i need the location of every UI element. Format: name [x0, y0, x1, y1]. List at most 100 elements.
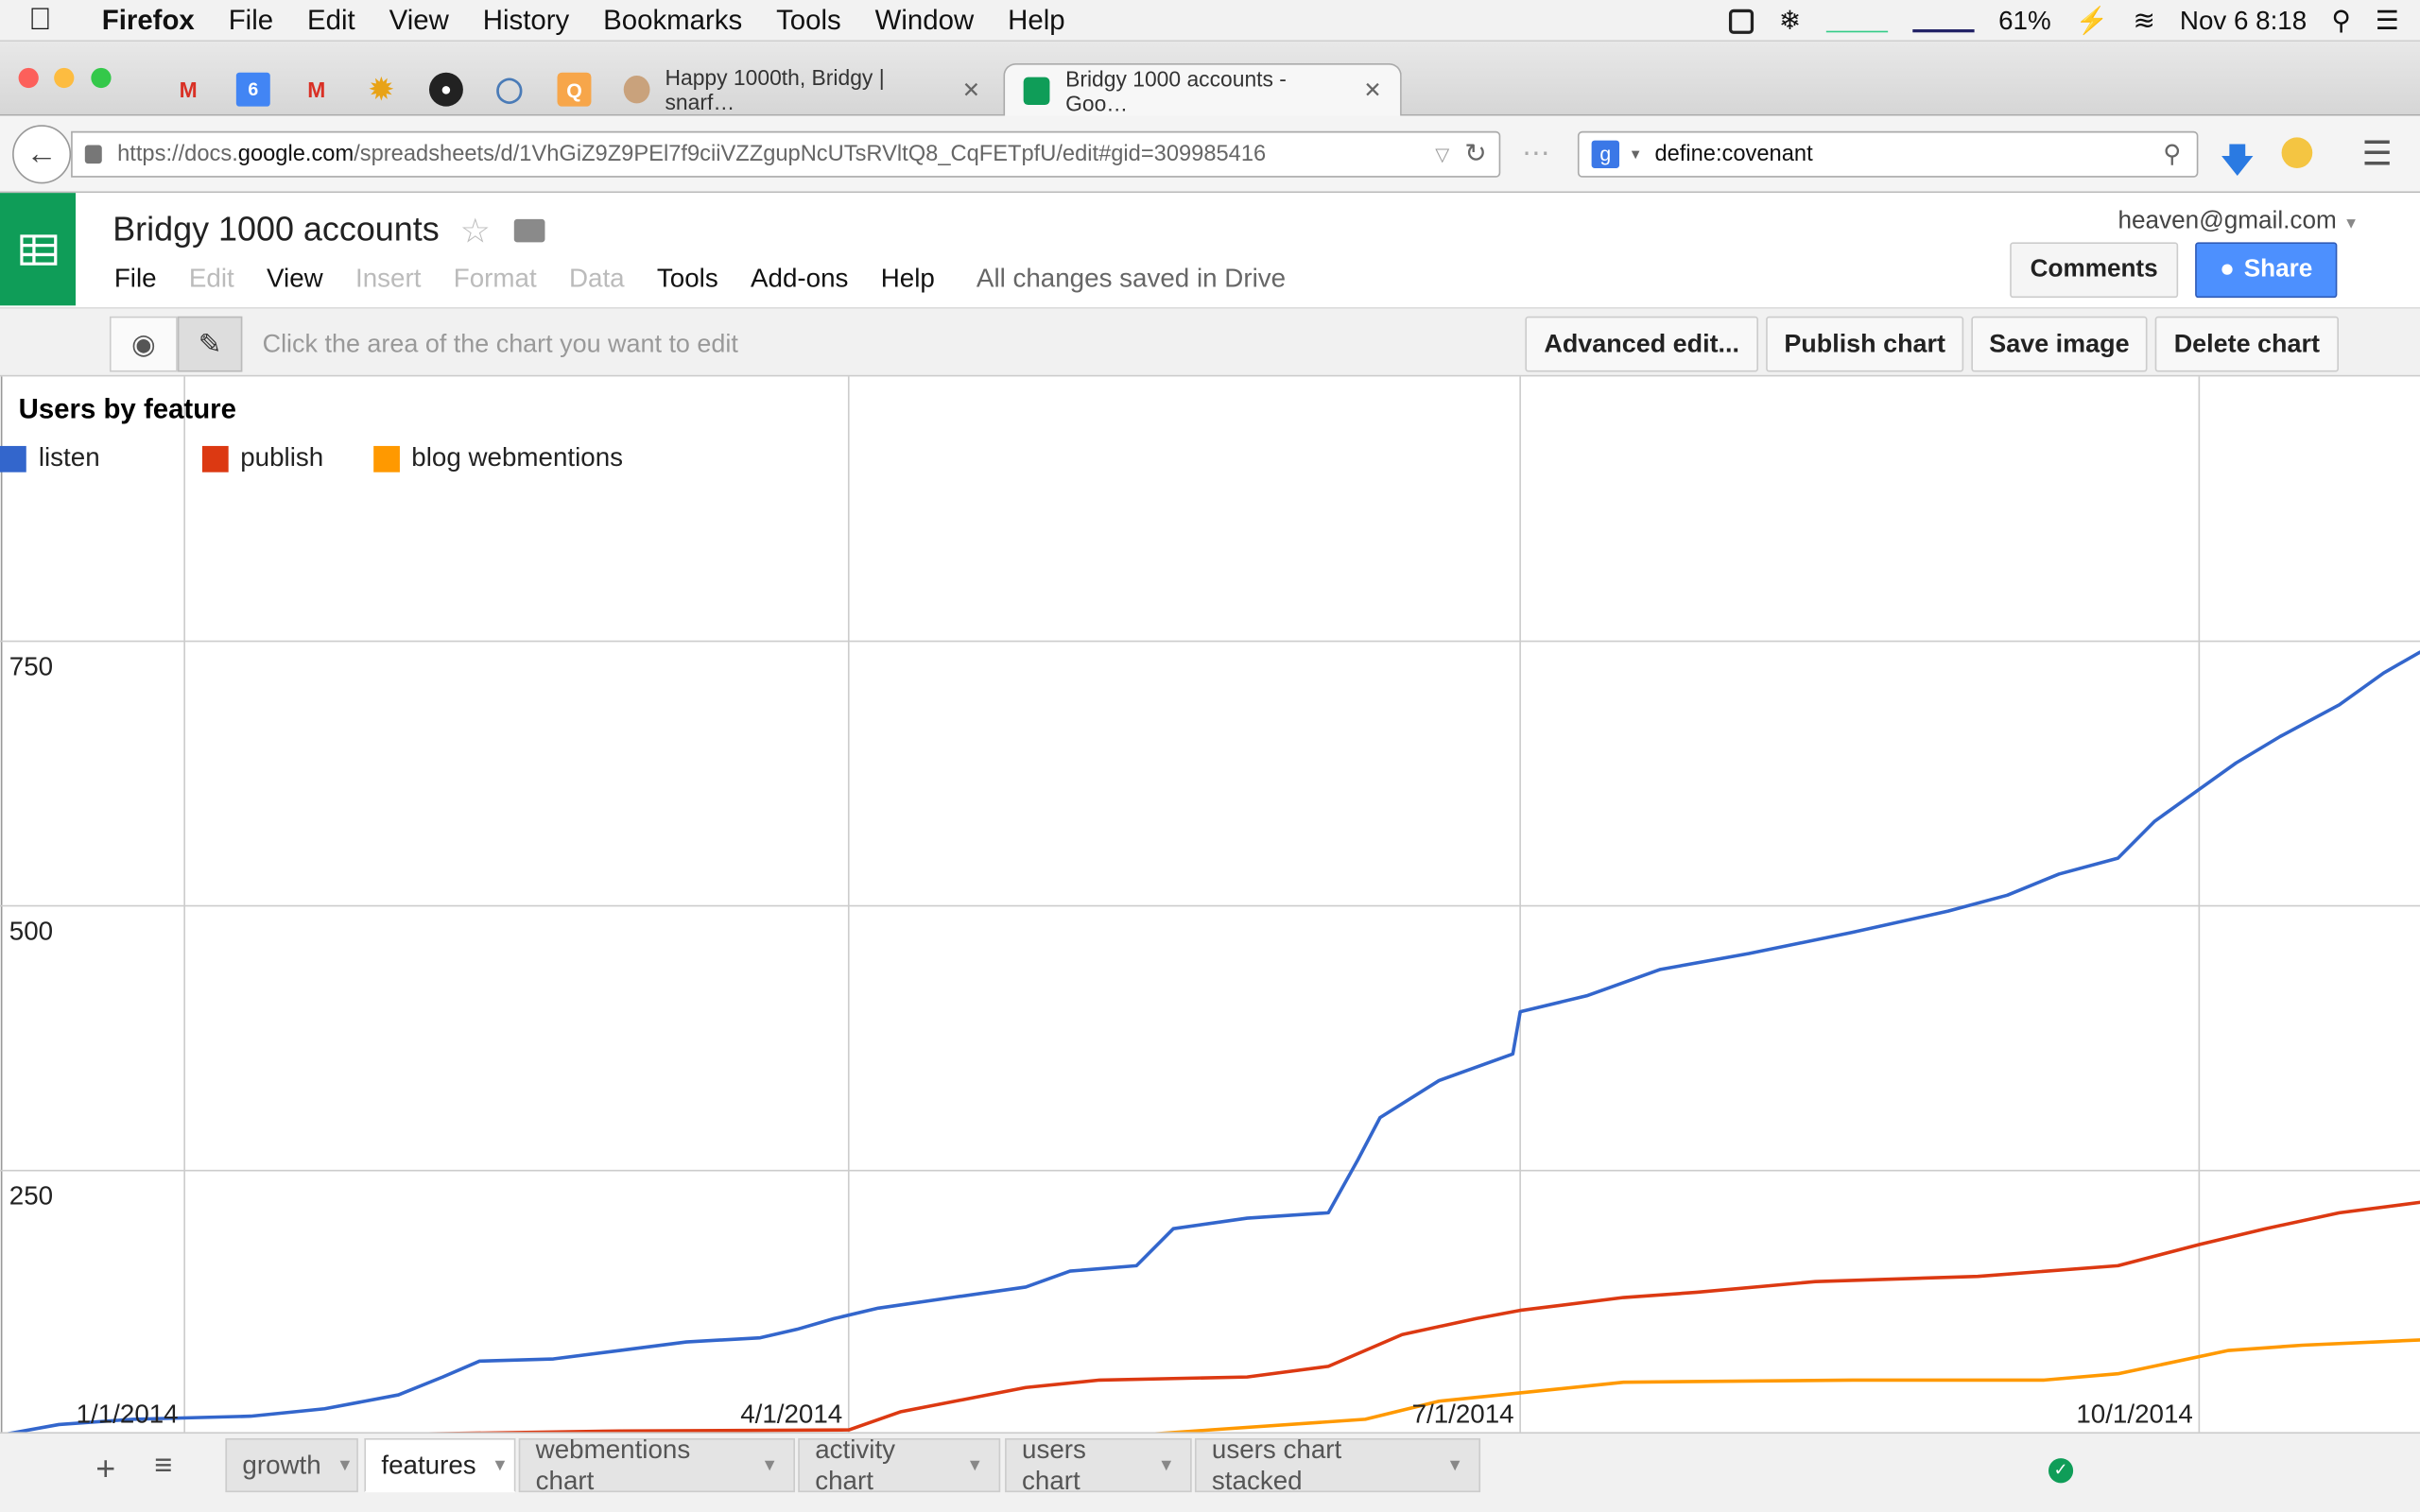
folder-icon[interactable] [513, 218, 545, 243]
search-bar[interactable]: g ▼ define:covenant ⚲ [1577, 130, 2199, 178]
series-line-blog-webmentions[interactable] [0, 1338, 2420, 1437]
share-button[interactable]: ● Share [2195, 242, 2338, 299]
close-window-icon[interactable] [18, 67, 39, 89]
dropdown-arrow-icon[interactable]: ▽ [1435, 143, 1450, 165]
sheet-tab-users-chart-stacked[interactable]: users chart stacked ▼ [1194, 1435, 1481, 1495]
legend-swatch [372, 445, 400, 472]
delete-chart-button[interactable]: Delete chart [2154, 316, 2339, 372]
tab-happy-1000th[interactable]: Happy 1000th, Bridgy | snarf… ✕ [605, 63, 998, 116]
doc-menu-addons[interactable]: Add-ons [751, 264, 849, 294]
close-tab-icon[interactable]: ✕ [1363, 77, 1382, 102]
os-menu-bar:  Firefox File Edit View History Bookmar… [0, 0, 2420, 43]
hamburger-menu-icon[interactable]: ☰ [2361, 134, 2393, 173]
advanced-edit-button[interactable]: Advanced edit... [1525, 316, 1758, 372]
minimize-window-icon[interactable] [54, 67, 75, 89]
doc-menu-file[interactable]: File [113, 264, 157, 294]
app-menu[interactable]: Firefox [101, 4, 195, 35]
network-graph-icon[interactable] [1825, 10, 1888, 32]
cpu-graph-icon[interactable] [1911, 10, 1974, 32]
sheet-tab-growth[interactable]: growth ▼ [225, 1437, 358, 1493]
chevron-down-icon[interactable]: ▼ [761, 1455, 779, 1475]
smiley-addon-icon[interactable] [2281, 137, 2313, 168]
notification-center-icon[interactable]: ☰ [2375, 5, 2399, 35]
browser-nav-bar: ← https://docs. google.com/spreadsheets/d… [0, 115, 2420, 194]
all-sheets-list-icon[interactable]: ≡ [154, 1449, 173, 1484]
line-chart[interactable]: 250 500 750 1/1/2014 4/1/2014 7/1/2014 10/1/20… [0, 376, 2420, 1437]
download-icon[interactable]: 🡇 [2220, 140, 2256, 180]
chevron-down-icon[interactable]: ▼ [1157, 1455, 1175, 1475]
doc-menu-view[interactable]: View [267, 264, 323, 294]
comments-button[interactable]: Comments [2010, 242, 2179, 299]
calendar-pinned-tab-icon[interactable]: 6 [235, 72, 270, 107]
reload-icon[interactable]: ↻ [1464, 138, 1487, 168]
document-title[interactable]: Bridgy 1000 accounts [112, 210, 440, 249]
legend-item-publish[interactable]: publish [201, 443, 323, 474]
back-button[interactable]: ← [12, 125, 72, 184]
menu-view[interactable]: View [389, 4, 449, 35]
chevron-down-icon[interactable]: ▼ [966, 1455, 984, 1475]
lock-icon [84, 145, 102, 164]
search-value[interactable]: define:covenant [1654, 142, 1813, 167]
bicycle-pinned-tab-icon[interactable]: ◯ [495, 77, 524, 104]
account-switcher[interactable]: heaven@gmail.com ▼ [2118, 208, 2359, 235]
add-sheet-button[interactable]: + [95, 1449, 116, 1488]
gmail-pinned-tab-icon[interactable]: M [179, 77, 198, 102]
x-tick-label: 10/1/2014 [2076, 1400, 2192, 1429]
menu-file[interactable]: File [228, 4, 274, 35]
legend-item-listen[interactable]: listen [0, 443, 100, 474]
legend-item-blog-webmentions[interactable]: blog webmentions [372, 443, 623, 474]
star-icon[interactable]: ☆ [459, 211, 491, 250]
zoom-window-icon[interactable] [91, 67, 112, 89]
doc-menu-help[interactable]: Help [880, 264, 935, 294]
sheet-tab-label: webmentions chart [535, 1434, 691, 1495]
x-tick-label: 7/1/2014 [1412, 1400, 1514, 1429]
menu-history[interactable]: History [482, 4, 570, 35]
chevron-down-icon[interactable]: ▼ [1446, 1455, 1464, 1475]
chart-area[interactable]: 250 500 750 1/1/2014 4/1/2014 7/1/2014 10/1/20… [0, 376, 2420, 1437]
spotlight-icon[interactable]: ⚲ [2331, 5, 2351, 35]
tab-bridgy-sheet[interactable]: Bridgy 1000 accounts - Goo… ✕ [1003, 62, 1402, 116]
account-email: heaven@gmail.com [2118, 208, 2337, 235]
menu-bookmarks[interactable]: Bookmarks [603, 4, 743, 35]
google-search-engine-icon[interactable]: g [1591, 140, 1620, 168]
menu-tools[interactable]: Tools [776, 4, 841, 35]
chart-title[interactable]: Users by feature [18, 393, 236, 425]
series-line-listen[interactable] [0, 650, 2420, 1437]
github-pinned-tab-icon[interactable]: ● [428, 72, 463, 107]
doc-menu-tools[interactable]: Tools [656, 264, 718, 294]
chevron-down-icon[interactable]: ▼ [1628, 146, 1643, 163]
chevron-down-icon[interactable]: ▼ [337, 1455, 354, 1475]
menu-edit[interactable]: Edit [307, 4, 355, 35]
snowflake-icon[interactable]: ❄ [1778, 5, 1802, 35]
sheet-tab-webmentions-chart[interactable]: webmentions chart ▼ [518, 1435, 795, 1495]
series-line-publish[interactable] [0, 1200, 2420, 1437]
view-mode-button[interactable]: ◉ [109, 316, 178, 372]
close-tab-icon[interactable]: ✕ [961, 76, 980, 101]
publish-chart-button[interactable]: Publish chart [1766, 316, 1964, 372]
clock[interactable]: Nov 6 8:18 [2179, 5, 2308, 35]
sheet-tab-users-chart[interactable]: users chart ▼ [1005, 1435, 1192, 1495]
menu-window[interactable]: Window [874, 4, 975, 35]
sheet-tab-activity-chart[interactable]: activity chart ▼ [798, 1435, 1001, 1495]
battery-icon[interactable]: ⚡ [2075, 5, 2109, 35]
gmail-pinned-tab-icon-2[interactable]: M [307, 77, 326, 102]
sun-pinned-tab-icon[interactable]: ✹ [370, 73, 393, 105]
search-icon[interactable]: ⚲ [2163, 142, 2182, 168]
sheets-logo-icon[interactable] [0, 193, 77, 306]
legend-label: blog webmentions [411, 442, 624, 472]
apple-icon[interactable]:  [0, 2, 80, 38]
edit-mode-button[interactable]: ✎ [177, 316, 243, 372]
doc-menu-data: Data [568, 264, 625, 294]
menu-help[interactable]: Help [1008, 4, 1065, 35]
chevron-down-icon: ▼ [2343, 215, 2360, 233]
chevron-down-icon[interactable]: ▼ [492, 1455, 509, 1475]
rss-icon[interactable]: ⋯ [1522, 137, 1550, 168]
battery-percent[interactable]: 61% [1998, 5, 2051, 35]
url-bar[interactable]: https://docs. google.com/spreadsheets/d/1… [71, 130, 1501, 178]
q-pinned-tab-icon[interactable]: Q [557, 72, 592, 107]
sheet-tab-features[interactable]: features ▼ [364, 1437, 516, 1493]
sheet-tab-label: users chart [1022, 1434, 1086, 1495]
wifi-icon[interactable]: ≋ [2133, 5, 2155, 35]
window-icon[interactable] [1729, 8, 1754, 34]
save-image-button[interactable]: Save image [1971, 316, 2148, 372]
